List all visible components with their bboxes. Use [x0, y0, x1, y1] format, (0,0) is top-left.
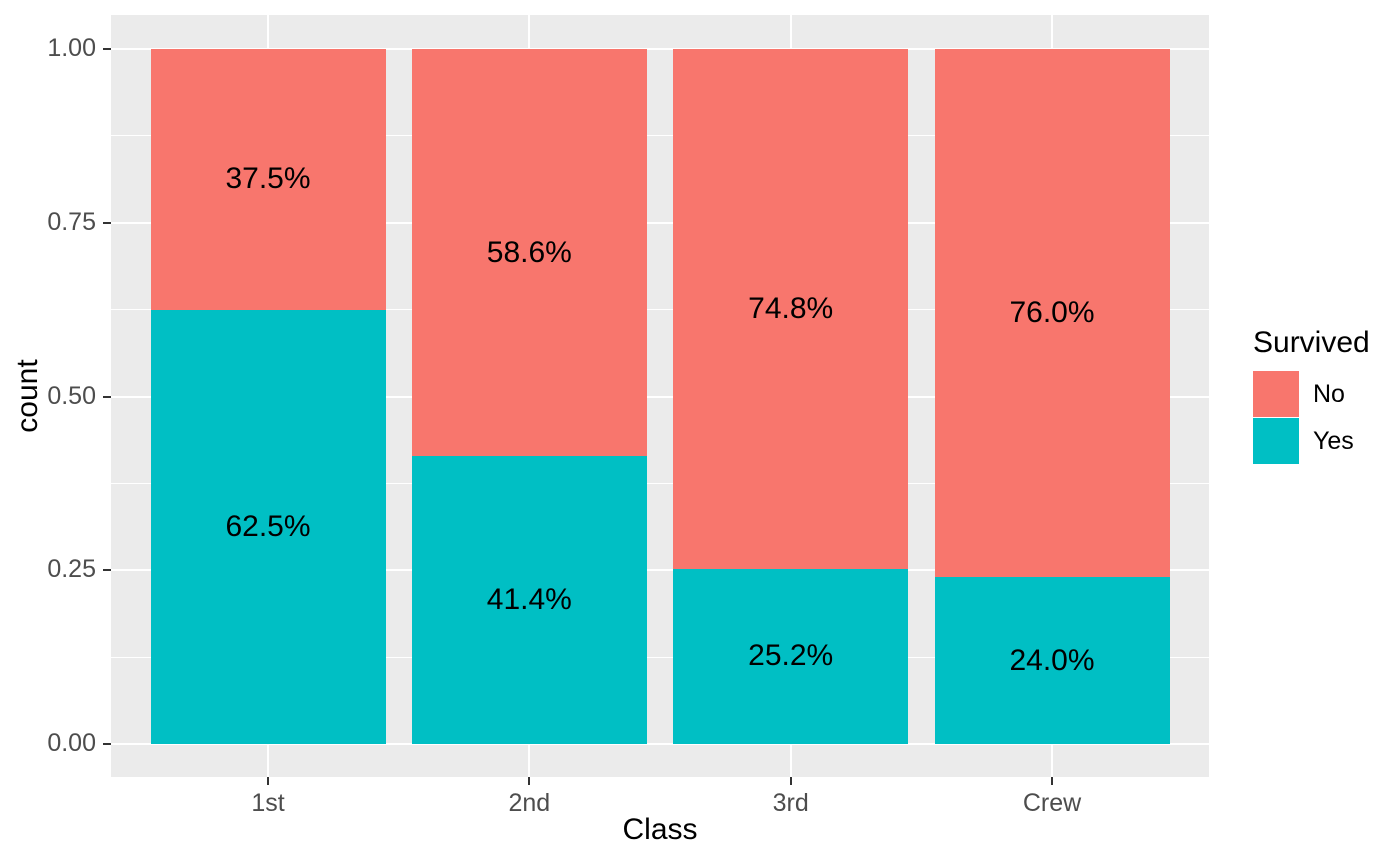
bar-segment-1st-yes: [150, 309, 386, 744]
x-tick-mark: [528, 777, 531, 785]
x-tick-label-1st: 1st: [251, 789, 285, 817]
x-tick-label-crew: Crew: [1022, 789, 1082, 817]
major-gridline: [111, 743, 1209, 745]
y-axis-title: count: [11, 359, 44, 433]
y-tick-label: 1.00: [47, 33, 96, 62]
bar-segment-1st-no: [150, 49, 386, 310]
major-gridline: [111, 48, 1209, 50]
bar-segment-3rd-no: [673, 49, 909, 569]
x-tick-label-2nd: 2nd: [508, 789, 551, 817]
minor-gridline: [111, 135, 1209, 137]
bar-segment-2nd-no: [411, 49, 647, 457]
legend-label: Yes: [1313, 426, 1354, 455]
bar-segment-label: 58.6%: [486, 235, 572, 269]
x-tick-mark: [789, 777, 792, 785]
y-tick-mark: [103, 569, 111, 572]
bar-segment-label: 76.0%: [1009, 296, 1095, 330]
minor-gridline: [111, 309, 1209, 311]
y-tick-label: 0.50: [47, 381, 96, 410]
major-gridline: [111, 395, 1209, 398]
y-tick-label: 0.00: [47, 728, 96, 757]
y-tick-mark: [103, 48, 111, 50]
legend: Survived No Yes: [1253, 325, 1370, 465]
y-tick-mark: [103, 221, 111, 224]
y-tick-label: 0.25: [47, 555, 96, 584]
x-tick-mark: [267, 777, 269, 785]
legend-entries: No Yes: [1253, 371, 1370, 464]
bar-segment-label: 74.8%: [748, 291, 834, 325]
plot-panel: 37.5% 62.5% 58.6% 41.4% 74.8% 25.2% 76.0% 24.0%: [111, 15, 1209, 777]
minor-gridline: [111, 482, 1209, 484]
bar-segment-label: 25.2%: [748, 639, 834, 673]
x-tick-mark: [1051, 777, 1053, 785]
bar-segment-label: 24.0%: [1009, 643, 1095, 677]
y-tick-mark: [103, 743, 111, 745]
major-gridline: [111, 221, 1209, 224]
legend-entry-no: No: [1253, 371, 1370, 417]
bar-segment-3rd-yes: [673, 568, 909, 744]
bar-segment-label: 41.4%: [486, 583, 572, 617]
legend-swatch-yes: [1253, 418, 1299, 464]
bar-segment-label: 37.5%: [225, 162, 311, 196]
legend-label: No: [1313, 379, 1345, 408]
major-gridline: [111, 569, 1209, 572]
minor-gridline: [111, 656, 1209, 658]
x-axis-title: Class: [622, 813, 698, 846]
legend-title: Survived: [1253, 326, 1370, 359]
bar-segment-label: 62.5%: [225, 509, 311, 543]
bar-segment-2nd-yes: [411, 456, 647, 744]
bar-segment-crew-yes: [934, 577, 1170, 744]
legend-entry-yes: Yes: [1253, 418, 1370, 464]
y-tick-mark: [103, 395, 111, 398]
bar-segment-crew-no: [934, 49, 1170, 578]
legend-swatch-no: [1253, 371, 1299, 417]
y-tick-label: 0.75: [47, 207, 96, 236]
x-tick-label-3rd: 3rd: [772, 789, 809, 817]
